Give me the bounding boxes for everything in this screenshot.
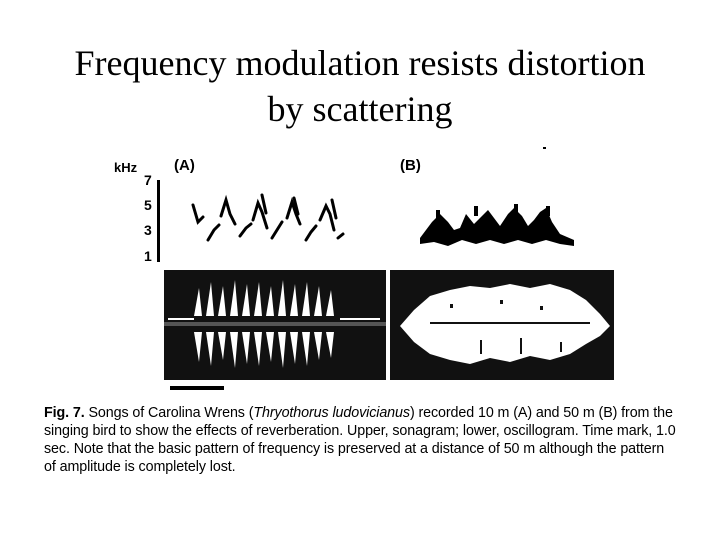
caption-species: Thryothorus ludovicianus	[253, 405, 410, 421]
y-tick-1: 1	[144, 248, 152, 264]
caption-text-2: ) recorded 10 m (A) and 50 m (B) from th…	[44, 405, 676, 475]
y-tick-5: 5	[144, 197, 152, 213]
oscillogram-b	[390, 270, 614, 380]
oscillogram-a	[164, 270, 386, 380]
oscillogram-b-trace	[400, 284, 610, 364]
slide-title: Frequency modulation resists distortion …	[0, 40, 720, 132]
caption-fig-label: Fig. 7.	[44, 405, 85, 421]
panel-b-label: (B)	[400, 157, 421, 174]
caption-text-1: Songs of Carolina Wrens (	[84, 405, 254, 421]
panel-a-label: (A)	[174, 157, 195, 174]
figure-caption: Fig. 7. Songs of Carolina Wrens (Thryoth…	[44, 404, 678, 476]
frequency-axis	[157, 180, 160, 262]
time-mark-bar	[170, 386, 224, 390]
y-tick-7: 7	[144, 172, 152, 188]
oscillogram-a-trace	[164, 280, 386, 368]
slide-title-line-2: by scattering	[267, 89, 453, 129]
sonagram-b	[420, 204, 574, 246]
slide-title-line-1: Frequency modulation resists distortion	[74, 43, 646, 83]
sonagram-a	[191, 193, 345, 242]
y-tick-3: 3	[144, 222, 152, 238]
unit-label: kHz	[114, 160, 138, 175]
